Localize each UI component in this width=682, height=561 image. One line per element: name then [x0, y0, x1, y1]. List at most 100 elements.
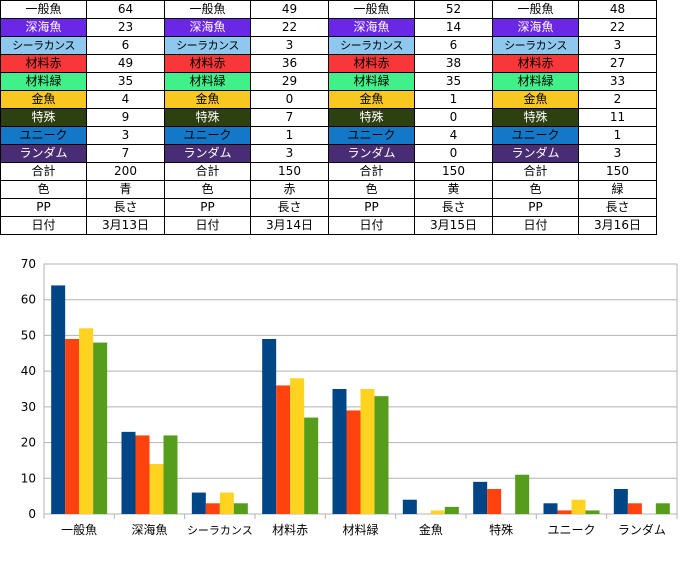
bar: [655, 503, 670, 514]
row-label-cell: 日付: [492, 216, 579, 235]
y-tick-label: 50: [21, 328, 36, 342]
row-label-cell: 深海魚: [0, 18, 87, 37]
value-cell: 3: [250, 36, 329, 55]
x-tick-label: 材料緑: [342, 522, 378, 537]
row-label-cell: ランダム: [164, 144, 251, 163]
row-label-cell: 特殊: [328, 108, 415, 127]
value-cell: 27: [578, 54, 657, 73]
row-label-cell: シーラカンス: [328, 36, 415, 55]
bar: [276, 385, 291, 514]
row-label-cell: ユニーク: [0, 126, 87, 145]
bar: [135, 435, 150, 514]
table-row: ユニーク 3 ユニーク 1 ユニーク 4 ユニーク 1: [0, 126, 657, 145]
row-label-cell: 一般魚: [164, 0, 251, 19]
value-cell: 3: [578, 144, 657, 163]
value-cell: 14: [414, 18, 493, 37]
row-label-cell: 深海魚: [328, 18, 415, 37]
table-row: 合計 200 合計 150 合計 150 合計 150: [0, 162, 657, 181]
row-label-cell: 金魚: [492, 90, 579, 109]
row-label-cell: 金魚: [328, 90, 415, 109]
bar: [585, 510, 600, 514]
row-label-cell: ランダム: [328, 144, 415, 163]
value-cell: 4: [414, 126, 493, 145]
table-row: 金魚 4 金魚 0 金魚 1 金魚 2: [0, 90, 657, 109]
table-row: 色青色赤色黄色緑: [0, 180, 657, 199]
row-label-cell: ユニーク: [492, 126, 579, 145]
value-cell: 緑: [578, 180, 657, 199]
x-tick-label: 特殊: [489, 522, 513, 537]
y-tick-label: 40: [21, 364, 36, 378]
bar: [444, 506, 459, 514]
value-cell: 0: [414, 108, 493, 127]
row-label-cell: 合計: [492, 162, 579, 181]
bar: [515, 474, 530, 514]
row-label-cell: 金魚: [164, 90, 251, 109]
value-cell: 長さ: [250, 198, 329, 217]
data-table: 一般魚 64 一般魚 49 一般魚 52 一般魚 48 深海魚 23 深海魚 22 深海魚 14 深海魚 22…: [0, 0, 657, 235]
x-tick-label: シーラカンス: [187, 524, 253, 537]
value-cell: 3月14日: [250, 216, 329, 235]
bar: [487, 489, 502, 514]
row-label-cell: 材料緑: [328, 72, 415, 91]
value-cell: 1: [414, 90, 493, 109]
value-cell: 150: [250, 162, 329, 181]
row-label-cell: 材料赤: [492, 54, 579, 73]
bar: [93, 342, 108, 514]
value-cell: 青: [86, 180, 165, 199]
row-label-cell: PP: [164, 198, 251, 217]
value-cell: 9: [86, 108, 165, 127]
row-label-cell: 材料赤: [0, 54, 87, 73]
value-cell: 黄: [414, 180, 493, 199]
value-cell: 3月13日: [86, 216, 165, 235]
value-cell: 52: [414, 0, 493, 19]
row-label-cell: 日付: [0, 216, 87, 235]
value-cell: 1: [578, 126, 657, 145]
value-cell: 23: [86, 18, 165, 37]
value-cell: 33: [578, 72, 657, 91]
value-cell: 長さ: [86, 198, 165, 217]
value-cell: 48: [578, 0, 657, 19]
row-label-cell: 特殊: [492, 108, 579, 127]
table-row: PP 長さ PP 長さ PP 長さ PP 長さ: [0, 198, 657, 217]
bar-chart: 0 10 20 30 40 50 60 70 一般魚 深海魚 シーラカンス 材料赤 材料緑 金魚 特殊 ユニー…: [21, 257, 678, 537]
value-cell: 長さ: [578, 198, 657, 217]
row-label-cell: ユニーク: [328, 126, 415, 145]
value-cell: 4: [86, 90, 165, 109]
row-label-cell: 日付: [164, 216, 251, 235]
bar: [613, 489, 628, 514]
row-label-cell: 材料緑: [0, 72, 87, 91]
bar: [332, 389, 347, 514]
value-cell: 6: [414, 36, 493, 55]
row-label-cell: 一般魚: [328, 0, 415, 19]
bar: [374, 396, 389, 514]
row-label-cell: 色: [164, 180, 251, 199]
value-cell: 150: [414, 162, 493, 181]
value-cell: 3月16日: [578, 216, 657, 235]
bar: [51, 285, 66, 514]
bar: [571, 499, 586, 514]
value-cell: 49: [86, 54, 165, 73]
row-label-cell: 合計: [0, 162, 87, 181]
value-cell: 22: [578, 18, 657, 37]
value-cell: 200: [86, 162, 165, 181]
row-label-cell: 色: [0, 180, 87, 199]
bar: [557, 510, 572, 514]
y-tick-label: 30: [21, 400, 36, 414]
bar: [191, 492, 206, 514]
bar: [430, 510, 445, 514]
table-row: 日付 3月13日 日付 3月14日 日付 3月15日 日付 3月16日: [0, 216, 657, 235]
bar-chart-area: 0 10 20 30 40 50 60 70 一般魚 深海魚 シーラカンス 材料赤 材料緑 金魚 特殊 ユニー…: [0, 246, 682, 557]
y-tick-label: 70: [21, 257, 36, 271]
bar: [304, 417, 319, 514]
table-row: 材料緑 35 材料緑 29 材料緑 35 材料緑 33: [0, 72, 657, 91]
table-row: ランダム 7 ランダム 3 ランダム 0 ランダム 3: [0, 144, 657, 163]
bar: [163, 435, 178, 514]
value-cell: 36: [250, 54, 329, 73]
x-tick-label: 材料赤: [272, 523, 308, 537]
x-tick-label: 深海魚: [131, 522, 167, 537]
x-tick-label: 一般魚: [61, 522, 97, 537]
value-cell: 2: [578, 90, 657, 109]
row-label-cell: 深海魚: [164, 18, 251, 37]
table-row: 深海魚 23 深海魚 22 深海魚 14 深海魚 22: [0, 18, 657, 37]
row-label-cell: 合計: [328, 162, 415, 181]
